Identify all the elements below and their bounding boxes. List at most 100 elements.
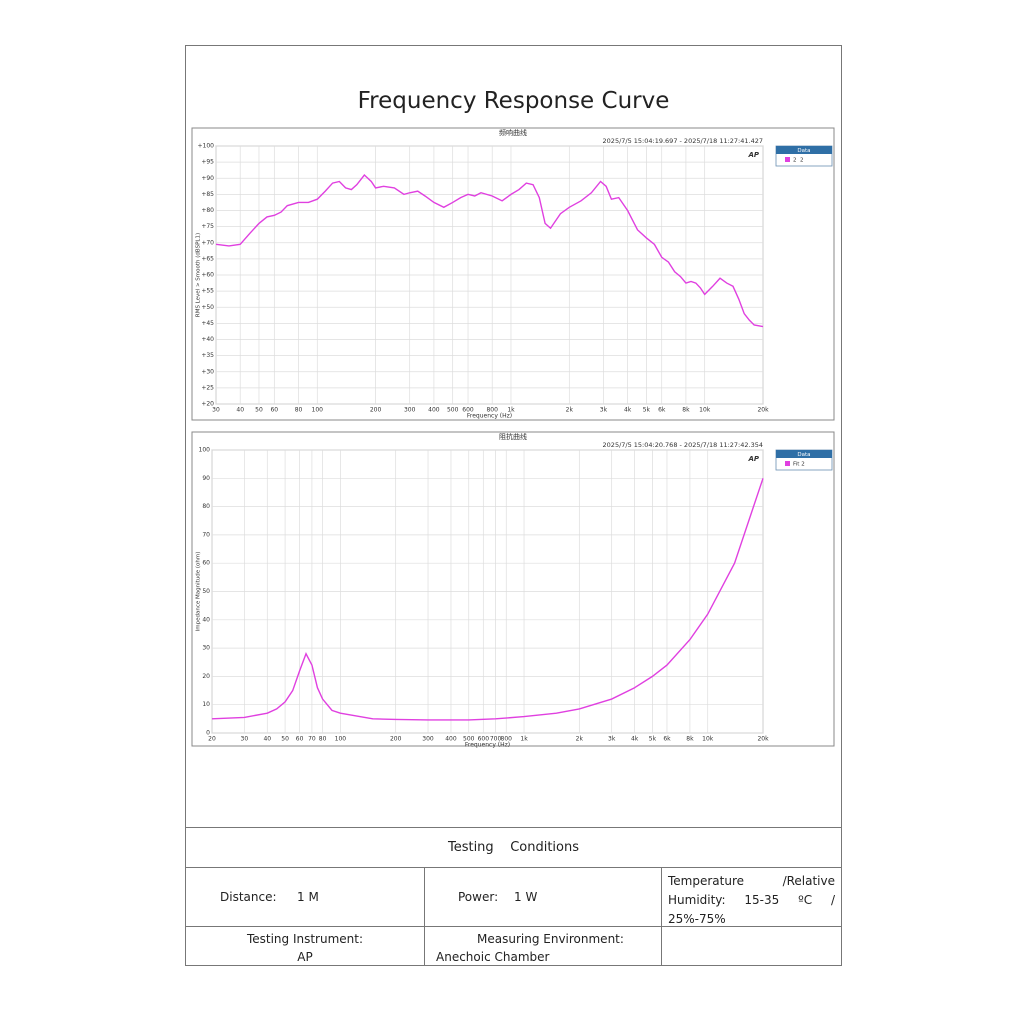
y-tick-label: +80 (201, 207, 214, 214)
cell: Power: 1 W (424, 867, 662, 927)
x-tick-label: 8k (686, 736, 694, 743)
x-tick-label: 50 (281, 736, 289, 743)
cell: Temperature /Relative Humidity: 15-35 ºC… (661, 867, 842, 927)
legend-swatch (785, 461, 790, 466)
cell-value: Anechoic Chamber (436, 950, 550, 964)
y-axis-label: RMS Level > Smooth (dBSPL1) (196, 233, 202, 317)
y-tick-label: +35 (201, 352, 214, 359)
x-tick-label: 70 (308, 736, 316, 743)
y-tick-label: +30 (201, 368, 214, 375)
legend-swatch (785, 157, 790, 162)
x-tick-label: 20k (757, 407, 769, 414)
series-line (215, 173, 764, 328)
x-tick-label: 1k (520, 736, 528, 743)
x-tick-label: 3k (600, 407, 608, 414)
x-tick-label: 3k (608, 736, 616, 743)
x-axis-label: Frequency (Hz) (467, 413, 512, 420)
cell: Measuring Environment: Anechoic Chamber (424, 926, 662, 966)
x-tick-label: 2k (576, 736, 584, 743)
x-tick-label: 700 (490, 736, 502, 743)
x-tick-label: 5k (643, 407, 651, 414)
x-tick-label: 600 (462, 407, 474, 414)
x-tick-label: 800 (501, 736, 513, 743)
x-tick-label: 300 (404, 407, 416, 414)
y-tick-label: +20 (201, 401, 214, 408)
y-tick-label: 30 (202, 645, 210, 652)
x-tick-label: 30 (212, 407, 220, 414)
legend-header (776, 450, 832, 458)
cell-label: Distance: (220, 890, 277, 904)
chart-subtitle: 2025/7/5 15:04:20.768 - 2025/7/18 11:27:… (603, 441, 763, 449)
y-tick-label: +60 (201, 272, 214, 279)
logo: AP (747, 151, 759, 159)
x-tick-label: 60 (270, 407, 278, 414)
y-tick-label: 50 (202, 588, 210, 595)
x-axis-label: Frequency (Hz) (465, 742, 510, 749)
x-tick-label: 5k (649, 736, 657, 743)
y-tick-label: 0 (206, 730, 210, 737)
y-tick-label: +45 (201, 320, 214, 327)
x-tick-label: 80 (295, 407, 303, 414)
y-tick-label: +25 (201, 384, 214, 391)
x-tick-label: 200 (390, 736, 402, 743)
legend-label: 2 2 (793, 158, 804, 164)
x-tick-label: 40 (263, 736, 271, 743)
y-tick-label: +100 (198, 143, 215, 150)
y-tick-label: +85 (201, 191, 214, 198)
y-tick-label: 40 (202, 616, 210, 623)
charts: 频响曲线 2025/7/5 15:04:19.697 - 2025/7/18 11… (191, 127, 835, 749)
x-tick-label: 20 (208, 736, 216, 743)
x-tick-label: 500 (447, 407, 459, 414)
x-tick-label: 100 (312, 407, 324, 414)
x-tick-label: 400 (445, 736, 457, 743)
y-axis-label: Impedance Magnitude (ohm) (196, 552, 202, 632)
series-line (211, 478, 764, 721)
logo: AP (747, 455, 759, 463)
x-tick-label: 60 (296, 736, 304, 743)
x-tick-label: 300 (422, 736, 434, 743)
y-tick-label: 70 (202, 531, 210, 538)
cell (661, 926, 842, 966)
x-tick-label: 600 (478, 736, 490, 743)
y-tick-label: +40 (201, 336, 214, 343)
cell-value: 1 W (514, 890, 538, 904)
chart-title: 频响曲线 (499, 128, 527, 137)
legend-title: Data (797, 148, 810, 154)
y-tick-label: 60 (202, 560, 210, 567)
cell-label: Measuring Environment: (477, 932, 624, 946)
cell-value: AP (297, 950, 313, 964)
y-tick-label: 100 (199, 447, 211, 454)
cell-label: Power: (458, 890, 499, 904)
y-tick-label: +70 (201, 239, 214, 246)
cell-value: 1 M (297, 890, 319, 904)
x-tick-label: 8k (682, 407, 690, 414)
y-tick-label: +50 (201, 304, 214, 311)
x-tick-label: 10k (699, 407, 711, 414)
y-tick-label: 10 (202, 701, 210, 708)
table-header: Testing Conditions (185, 827, 842, 868)
chart-subtitle: 2025/7/5 15:04:19.697 - 2025/7/18 11:27:… (603, 137, 763, 145)
y-tick-label: 90 (202, 475, 210, 482)
y-tick-label: +75 (201, 223, 214, 230)
x-tick-label: 50 (255, 407, 263, 414)
y-tick-label: +90 (201, 175, 214, 182)
x-tick-label: 6k (663, 736, 671, 743)
cell: Testing Instrument: AP (185, 926, 425, 966)
x-tick-label: 40 (236, 407, 244, 414)
y-tick-label: +65 (201, 255, 214, 262)
x-tick-label: 2k (566, 407, 574, 414)
cell-label: Testing Instrument: (246, 932, 364, 946)
x-tick-label: 400 (428, 407, 440, 414)
x-tick-label: 200 (370, 407, 382, 414)
chart-title: 阻抗曲线 (499, 432, 527, 441)
x-tick-label: 20k (757, 736, 769, 743)
x-tick-label: 80 (319, 736, 327, 743)
cell: Distance: 1 M (185, 867, 425, 927)
x-tick-label: 30 (241, 736, 249, 743)
legend-label: Fit 2 (793, 462, 805, 468)
cell-label: Temperature /Relative Humidity: 15-35 ºC… (668, 874, 835, 926)
x-tick-label: 6k (658, 407, 666, 414)
x-tick-label: 4k (624, 407, 632, 414)
x-tick-label: 10k (702, 736, 714, 743)
